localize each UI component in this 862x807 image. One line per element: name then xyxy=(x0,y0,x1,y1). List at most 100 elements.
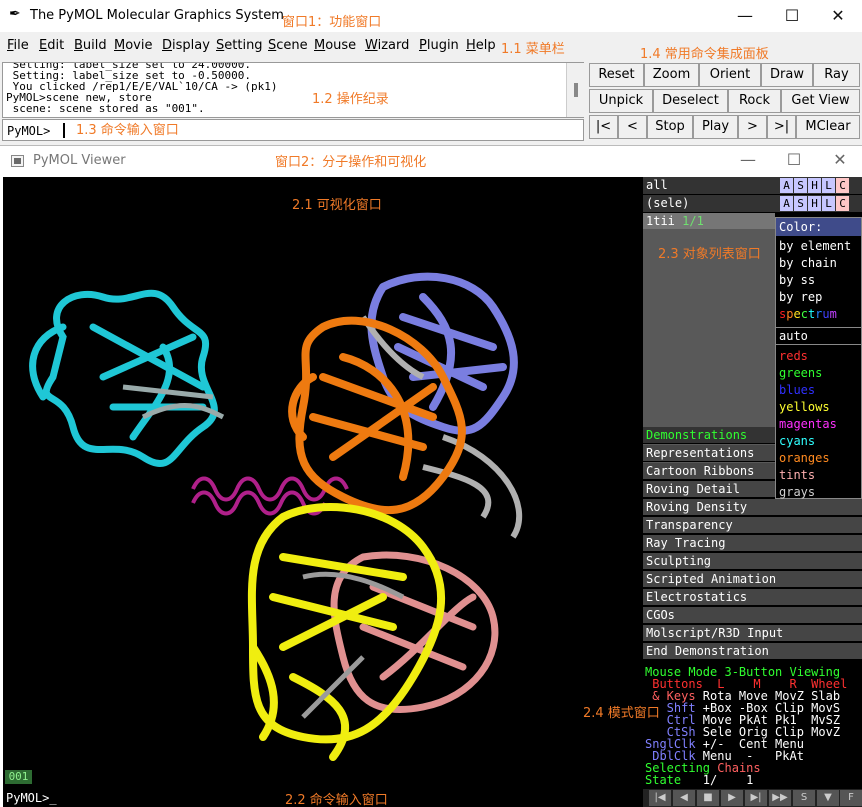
demo-transparency[interactable]: Transparency xyxy=(643,517,862,534)
minimize-icon[interactable]: — xyxy=(737,6,753,25)
fullscreen-icon[interactable]: F xyxy=(840,790,862,806)
demo-cgos[interactable]: CGOs xyxy=(643,607,862,624)
maximize-icon[interactable]: ☐ xyxy=(784,6,800,25)
demo-sculpting[interactable]: Sculpting xyxy=(643,553,862,570)
action-button[interactable]: A xyxy=(780,178,793,193)
rewind-icon[interactable]: |◀ xyxy=(649,790,671,806)
reset-button[interactable]: Reset xyxy=(589,63,644,87)
color-auto[interactable]: auto xyxy=(776,327,861,345)
maximize-icon[interactable]: ☐ xyxy=(786,150,802,169)
color-oranges[interactable]: oranges xyxy=(779,451,830,465)
color-yellows[interactable]: yellows xyxy=(779,400,830,414)
orient-button[interactable]: Orient xyxy=(699,63,761,87)
stop-icon[interactable]: ■ xyxy=(697,790,719,806)
close-icon[interactable]: ✕ xyxy=(831,6,845,25)
log-scrollbar[interactable] xyxy=(566,63,584,117)
menu-file[interactable]: File xyxy=(7,38,29,53)
color-by-ss[interactable]: by ss xyxy=(779,273,816,287)
menu-scene[interactable]: Scene xyxy=(268,38,308,53)
scene-icon[interactable]: S xyxy=(793,790,815,806)
window-icon xyxy=(11,155,24,167)
play-icon[interactable]: ▶ xyxy=(721,790,743,806)
minimize-icon[interactable]: — xyxy=(740,150,756,169)
menu-mouse[interactable]: Mouse xyxy=(314,38,357,53)
color-menu-header: Color: xyxy=(776,218,861,236)
annotation-menubar: 1.1 菜单栏 xyxy=(501,42,565,57)
mouse-mode-panel[interactable]: Mouse Mode 3-Button Viewing Buttons L M … xyxy=(643,664,862,789)
hide-button[interactable]: H xyxy=(808,196,821,211)
demo-cartoon-ribbons[interactable]: Cartoon Ribbons xyxy=(643,463,775,480)
menu-setting[interactable]: Setting xyxy=(216,38,263,53)
menu-help[interactable]: Help xyxy=(466,38,496,53)
selecting-mode: Selecting Chains xyxy=(645,761,761,775)
deselect-button[interactable]: Deselect xyxy=(653,89,728,113)
ray-button[interactable]: Ray xyxy=(813,63,860,87)
annotation-object-list: 2.3 对象列表窗口 xyxy=(658,247,761,262)
pymol-main-window: ✒ The PyMOL Molecular Graphics System — … xyxy=(0,0,862,146)
demo-electrostatics[interactable]: Electrostatics xyxy=(643,589,862,606)
draw-button[interactable]: Draw xyxy=(761,63,813,87)
chain-cyan-loops xyxy=(122,384,225,420)
color-magentas[interactable]: magentas xyxy=(779,417,837,431)
menu-plugin[interactable]: Plugin xyxy=(419,38,459,53)
demonstrations-title: Demonstrations xyxy=(643,427,775,444)
rock-button[interactable]: Rock xyxy=(728,89,781,113)
object-name: all xyxy=(646,178,668,192)
demo-molscript[interactable]: Molscript/R3D Input xyxy=(643,625,862,642)
unpick-button[interactable]: Unpick xyxy=(589,89,653,113)
color-tints[interactable]: tints xyxy=(779,468,816,482)
fast-forward-icon[interactable]: ▶▶ xyxy=(769,790,791,806)
object-row-sele[interactable]: (sele) A S H L C xyxy=(643,195,862,212)
step-forward-icon[interactable]: ▶| xyxy=(745,790,767,806)
get-view-button[interactable]: Get View xyxy=(781,89,860,113)
hide-button[interactable]: H xyxy=(808,178,821,193)
main-command-input[interactable]: PyMOL> xyxy=(2,119,584,141)
demo-scripted-animation[interactable]: Scripted Animation xyxy=(643,571,862,588)
color-grays[interactable]: grays xyxy=(779,485,816,499)
demo-roving-density[interactable]: Roving Density xyxy=(643,499,862,516)
show-button[interactable]: S xyxy=(794,196,807,211)
menu-build[interactable]: Build xyxy=(74,38,107,53)
object-row-1tii[interactable]: 1tii 1/1 xyxy=(643,213,775,230)
zoom-button[interactable]: Zoom xyxy=(644,63,699,87)
dropdown-icon[interactable]: ▼ xyxy=(817,790,839,806)
close-icon[interactable]: ✕ xyxy=(833,150,847,169)
demo-representations[interactable]: Representations xyxy=(643,445,775,462)
color-reds[interactable]: reds xyxy=(779,349,808,363)
menu-edit[interactable]: Edit xyxy=(39,38,65,53)
label-button[interactable]: L xyxy=(822,178,835,193)
color-button[interactable]: C xyxy=(836,196,849,211)
menu-movie[interactable]: Movie xyxy=(114,38,153,53)
label-button[interactable]: L xyxy=(822,196,835,211)
demo-roving-detail[interactable]: Roving Detail xyxy=(643,481,775,498)
color-greens[interactable]: greens xyxy=(779,366,823,380)
color-spectrum[interactable]: spectrum xyxy=(779,307,837,321)
demo-end[interactable]: End Demonstration xyxy=(643,643,862,660)
menu-wizard[interactable]: Wizard xyxy=(365,38,410,53)
step-back-icon[interactable]: ◀ xyxy=(673,790,695,806)
molecular-viewport[interactable] xyxy=(3,177,643,789)
scene-badge[interactable]: 001 xyxy=(5,770,32,784)
action-button[interactable]: A xyxy=(780,196,793,211)
last-frame-button[interactable]: >| xyxy=(767,115,796,139)
stop-button[interactable]: Stop xyxy=(647,115,693,139)
color-blues[interactable]: blues xyxy=(779,383,816,397)
viewer-command-input[interactable]: PyMOL>_ xyxy=(3,789,643,807)
color-button[interactable]: C xyxy=(836,178,849,193)
color-by-chain[interactable]: by chain xyxy=(779,256,837,270)
color-by-element[interactable]: by element xyxy=(779,239,852,253)
menu-display[interactable]: Display xyxy=(162,38,210,53)
first-frame-button[interactable]: |< xyxy=(589,115,618,139)
scroll-thumb[interactable] xyxy=(574,83,578,97)
show-button[interactable]: S xyxy=(794,178,807,193)
command-log[interactable]: Setting: label_size set to 24.00000. Set… xyxy=(2,62,584,118)
object-row-all[interactable]: all A S H L C xyxy=(643,177,862,194)
play-button[interactable]: Play xyxy=(693,115,738,139)
mclear-button[interactable]: MClear xyxy=(796,115,860,139)
prev-frame-button[interactable]: < xyxy=(618,115,647,139)
demo-ray-tracing[interactable]: Ray Tracing xyxy=(643,535,862,552)
color-cyans[interactable]: cyans xyxy=(779,434,816,448)
color-by-rep[interactable]: by rep xyxy=(779,290,823,304)
mouse-row: Shft +Box -Box Clip MovS xyxy=(645,701,841,715)
next-frame-button[interactable]: > xyxy=(738,115,767,139)
